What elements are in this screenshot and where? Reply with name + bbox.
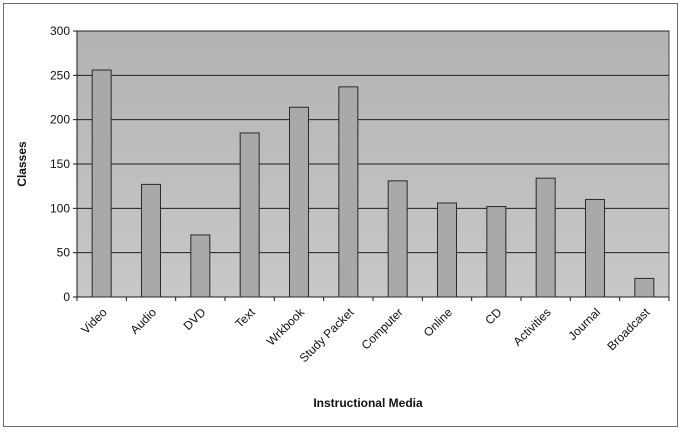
x-tick-label: Broadcast (604, 305, 653, 354)
bars (91, 69, 655, 298)
y-axis-ticks: 0 50 100 150 200 250 300 (50, 24, 77, 304)
x-tick-label: Computer (359, 305, 406, 352)
bar-dvd (190, 234, 211, 298)
x-tick-label: DVD (181, 305, 209, 333)
y-tick-label: 50 (57, 246, 71, 260)
y-tick-label: 0 (63, 290, 70, 304)
y-tick-label: 300 (50, 24, 70, 38)
bar-study-packet (338, 86, 359, 298)
x-tick-label: Audio (128, 305, 160, 337)
gridlines (77, 30, 669, 254)
x-tick-label: Journal (565, 305, 603, 343)
x-axis-title: Instructional Media (313, 396, 423, 410)
bar-cd (486, 206, 507, 298)
bar-text (239, 132, 260, 298)
bar-activities (535, 177, 556, 298)
x-tick-label: Wrkbook (264, 305, 308, 349)
bar-video (91, 69, 112, 298)
bar-computer (387, 180, 408, 298)
x-tick-label: Text (232, 305, 258, 331)
x-tick-label: CD (482, 305, 504, 327)
y-tick-label: 250 (50, 68, 70, 82)
bar-chart: 0 50 100 150 200 250 300 Video Audio DVD Text Wrkb… (15, 24, 670, 410)
bar-journal (585, 198, 605, 298)
bar-broadcast (634, 277, 655, 298)
x-tick-label: Activities (510, 305, 553, 348)
bar-wrkbook (289, 106, 309, 298)
bar-audio (141, 183, 161, 298)
y-axis-title: Classes (15, 141, 29, 187)
bar-online (437, 202, 457, 298)
x-tick-label: Online (421, 305, 456, 340)
x-tick-label: Video (78, 305, 110, 337)
y-tick-label: 200 (50, 113, 70, 127)
y-tick-label: 100 (50, 201, 70, 215)
chart-frame: 0 50 100 150 200 250 300 Video Audio DVD Text Wrkb… (3, 3, 678, 427)
y-tick-label: 150 (50, 157, 70, 171)
